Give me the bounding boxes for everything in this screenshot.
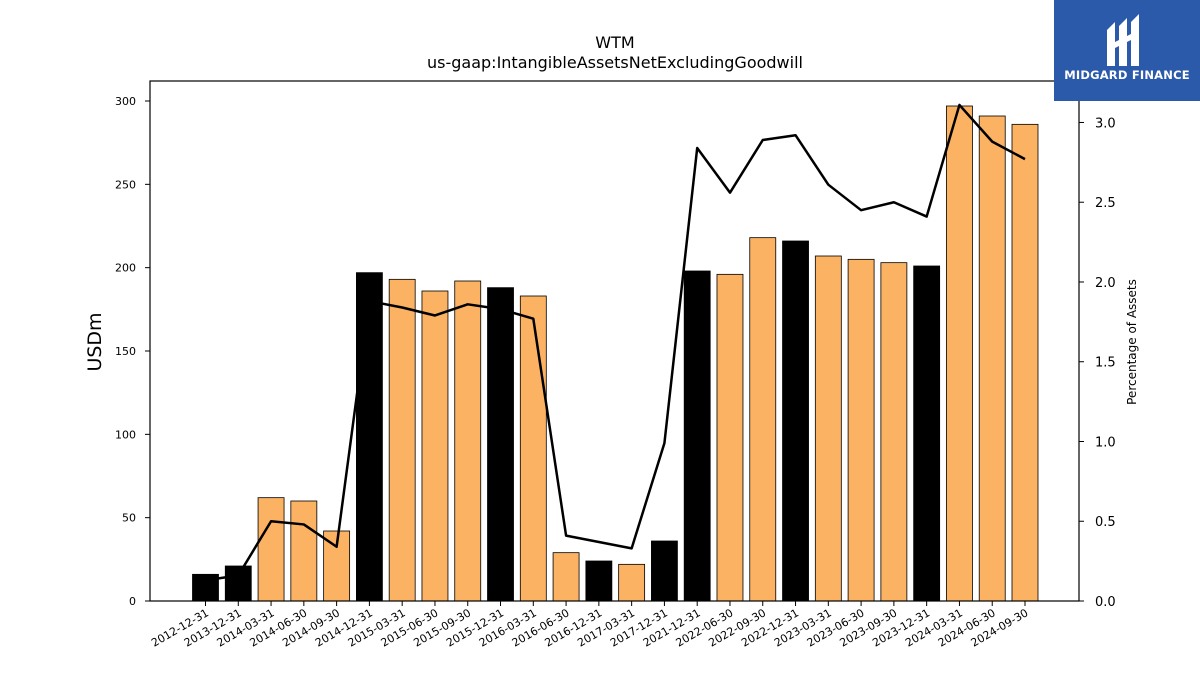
bar-2017-12-31 (651, 540, 678, 602)
bar-2014-12-31 (355, 272, 383, 602)
bar-2023-09-30 (880, 262, 908, 602)
y2-tick-label: 0.5 (1095, 515, 1116, 530)
y2-tick-label: 1.5 (1095, 356, 1116, 371)
percentage-line (205, 103, 1026, 582)
bar-2022-06-30 (716, 273, 744, 602)
y2-axis-label: Percentage of Assets (1125, 279, 1139, 405)
y-tick-label: 300 (115, 95, 136, 108)
bar-2024-09-30 (1011, 123, 1039, 602)
y2-tick-label: 1.0 (1095, 435, 1116, 450)
bars-group (192, 105, 1039, 602)
bar-2015-09-30 (454, 280, 482, 602)
bar-2016-06-30 (552, 552, 580, 602)
y-tick-label: 50 (122, 512, 136, 525)
bar-2014-03-31 (257, 497, 285, 602)
bar-2021-12-31 (683, 270, 711, 602)
bar-2014-06-30 (290, 500, 318, 602)
y2-tick-label: 2.0 (1095, 276, 1116, 291)
bar-2013-12-31 (224, 565, 252, 602)
y2-tick-label: 3.0 (1095, 116, 1116, 131)
chart-subtitle: us-gaap:IntangibleAssetsNetExcludingGood… (427, 53, 803, 72)
y-tick-label: 0 (129, 595, 136, 608)
y-axis-label: USDm (84, 312, 106, 371)
bar-2023-03-31 (814, 255, 842, 602)
bar-2023-06-30 (847, 258, 875, 602)
y-tick-label: 200 (115, 262, 136, 275)
brand-logo: MIDGARD FINANCE (1054, 0, 1200, 101)
bar-2022-09-30 (749, 237, 777, 602)
bar-2016-12-31 (585, 560, 613, 602)
bar-2015-06-30 (421, 290, 449, 602)
bar-2015-03-31 (388, 278, 416, 602)
y-tick-label: 150 (115, 345, 136, 358)
brand-name: MIDGARD FINANCE (1064, 68, 1190, 82)
y-tick-label: 250 (115, 178, 136, 191)
bar-2016-03-31 (519, 295, 547, 602)
bar-2017-03-31 (618, 563, 646, 602)
y2-tick-label: 0.0 (1095, 595, 1116, 610)
logo-mark-icon (1107, 14, 1139, 66)
bar-2023-12-31 (913, 265, 941, 602)
chart-title: WTM (595, 33, 634, 52)
y-tick-label: 100 (115, 428, 136, 441)
y2-tick-label: 2.5 (1095, 196, 1116, 211)
bar-2024-03-31 (946, 105, 973, 602)
bar-2022-12-31 (782, 240, 809, 602)
bar-2024-06-30 (978, 115, 1006, 602)
plot-frame (149, 80, 1080, 602)
line-group (205, 103, 1026, 582)
bar-2015-12-31 (487, 287, 514, 602)
